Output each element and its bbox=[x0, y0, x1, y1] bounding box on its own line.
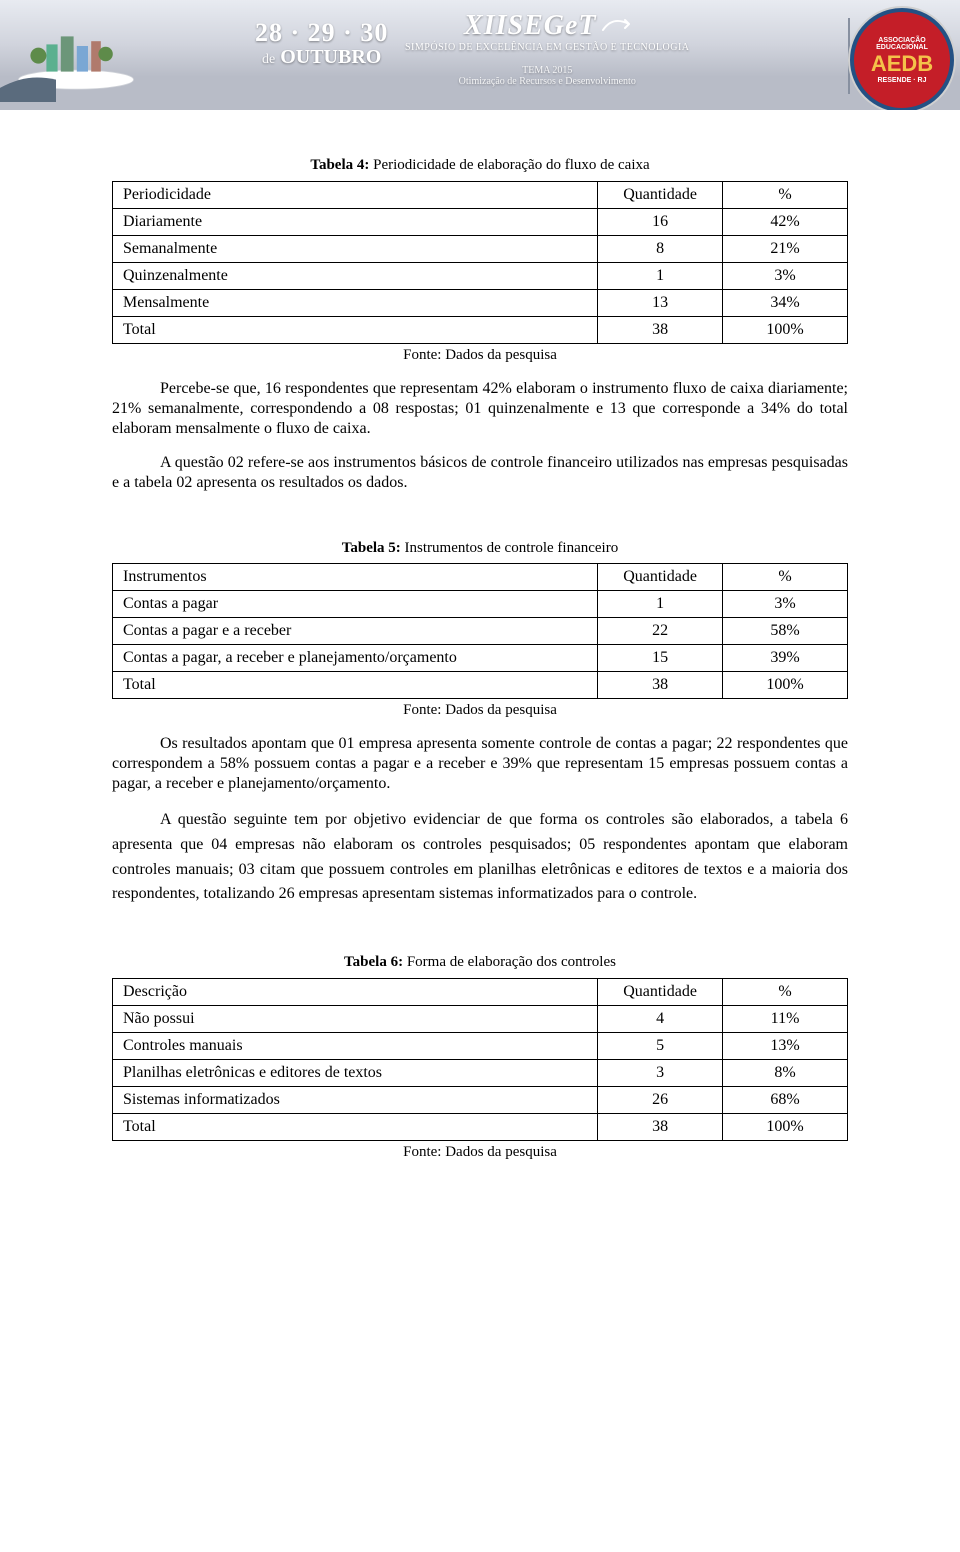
table6-col1: Quantidade bbox=[598, 978, 723, 1005]
aedb-seal: ASSOCIAÇÃO EDUCACIONAL AEDB RESENDE · RJ bbox=[850, 8, 954, 110]
table-row: Diariamente1642% bbox=[113, 208, 848, 235]
table-row: Semanalmente821% bbox=[113, 235, 848, 262]
table4-col1: Quantidade bbox=[598, 181, 723, 208]
table-row: Contas a pagar e a receber2258% bbox=[113, 618, 848, 645]
paragraph-4: A questão seguinte tem por objetivo evid… bbox=[112, 808, 848, 907]
table6-col0: Descrição bbox=[113, 978, 598, 1005]
banner-date-month: de OUTUBRO bbox=[255, 46, 388, 69]
table5-source: Fonte: Dados da pesquisa bbox=[112, 701, 848, 720]
paragraph-3: Os resultados apontam que 01 empresa apr… bbox=[112, 734, 848, 794]
table-header-row: Instrumentos Quantidade % bbox=[113, 564, 848, 591]
document-body: Tabela 4: Periodicidade de elaboração do… bbox=[0, 110, 960, 1202]
seget-theme-text: Otimização de Recursos e Desenvolvimento bbox=[405, 76, 690, 87]
table4-col2: % bbox=[723, 181, 848, 208]
table4-col0: Periodicidade bbox=[113, 181, 598, 208]
table5: Instrumentos Quantidade % Contas a pagar… bbox=[112, 563, 848, 699]
table-row: Contas a pagar13% bbox=[113, 591, 848, 618]
table6-title: Tabela 6: Forma de elaboração dos contro… bbox=[112, 953, 848, 972]
table4: Periodicidade Quantidade % Diariamente16… bbox=[112, 181, 848, 344]
banner-date-days: 28 · 29 · 30 bbox=[255, 20, 388, 46]
table-row: Não possui411% bbox=[113, 1005, 848, 1032]
table-row: Total38100% bbox=[113, 672, 848, 699]
paragraph-1: Percebe-se que, 16 respondentes que repr… bbox=[112, 379, 848, 439]
seget-theme-label: TEMA 2015 bbox=[405, 65, 690, 76]
table-header-row: Descrição Quantidade % bbox=[113, 978, 848, 1005]
table5-col2: % bbox=[723, 564, 848, 591]
table4-title: Tabela 4: Periodicidade de elaboração do… bbox=[112, 156, 848, 175]
banner-logo-block: XIISEGeT SIMPÓSIO DE EXCELÊNCIA EM GESTÃ… bbox=[405, 12, 690, 87]
arrow-icon bbox=[601, 16, 631, 36]
table6-source: Fonte: Dados da pesquisa bbox=[112, 1143, 848, 1162]
table6-col2: % bbox=[723, 978, 848, 1005]
aedb-bot-text: RESENDE · RJ bbox=[854, 77, 950, 84]
seget-subtitle: SIMPÓSIO DE EXCELÊNCIA EM GESTÃO E TECNO… bbox=[405, 42, 690, 53]
aedb-top-text: ASSOCIAÇÃO EDUCACIONAL bbox=[854, 37, 950, 51]
banner-date-block: 28 · 29 · 30 de OUTUBRO bbox=[255, 20, 388, 69]
table-row: Planilhas eletrônicas e editores de text… bbox=[113, 1059, 848, 1086]
table-row: Sistemas informatizados2668% bbox=[113, 1086, 848, 1113]
table5-col1: Quantidade bbox=[598, 564, 723, 591]
table-row: Quinzenalmente13% bbox=[113, 262, 848, 289]
table-row: Controles manuais513% bbox=[113, 1032, 848, 1059]
page-banner: 28 · 29 · 30 de OUTUBRO XIISEGeT SIMPÓSI… bbox=[0, 0, 960, 110]
table-row: Mensalmente1334% bbox=[113, 289, 848, 316]
table-header-row: Periodicidade Quantidade % bbox=[113, 181, 848, 208]
table-row: Contas a pagar, a receber e planejamento… bbox=[113, 645, 848, 672]
banner-illustration-left bbox=[0, 0, 180, 110]
paragraph-2: A questão 02 refere-se aos instrumentos … bbox=[112, 453, 848, 493]
hand-city-icon bbox=[0, 22, 170, 102]
table5-title: Tabela 5: Instrumentos de controle finan… bbox=[112, 539, 848, 558]
table6: Descrição Quantidade % Não possui411% Co… bbox=[112, 978, 848, 1141]
table4-source: Fonte: Dados da pesquisa bbox=[112, 346, 848, 365]
aedb-mid-text: AEDB bbox=[854, 53, 950, 75]
table-row: Total38100% bbox=[113, 1113, 848, 1140]
table5-col0: Instrumentos bbox=[113, 564, 598, 591]
seget-logo-text: XIISEGeT bbox=[405, 12, 690, 40]
table-row: Total38100% bbox=[113, 316, 848, 343]
